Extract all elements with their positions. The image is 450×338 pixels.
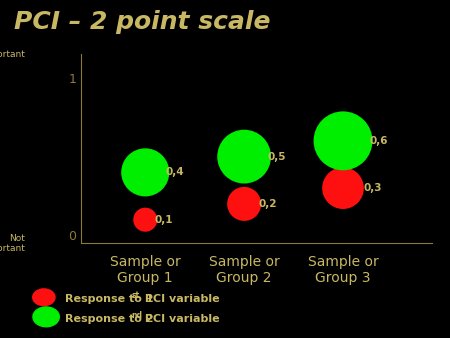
Text: Response to 2: Response to 2 — [65, 314, 154, 324]
Point — [241, 154, 248, 159]
Circle shape — [33, 289, 55, 306]
Text: Important: Important — [0, 50, 25, 58]
Circle shape — [33, 307, 59, 327]
Text: Sample or
Group 1: Sample or Group 1 — [110, 255, 180, 285]
Text: nd: nd — [132, 311, 143, 320]
Point — [339, 138, 346, 144]
Point — [339, 186, 346, 191]
Text: PCI – 2 point scale: PCI – 2 point scale — [14, 10, 270, 34]
Text: 0,5: 0,5 — [267, 152, 286, 162]
Point — [142, 217, 149, 222]
Text: Not
Important: Not Important — [0, 234, 25, 253]
Text: 0,4: 0,4 — [165, 167, 184, 177]
Text: 0,2: 0,2 — [259, 199, 278, 209]
Text: PCI variable: PCI variable — [141, 294, 220, 304]
Text: st: st — [132, 291, 140, 299]
Text: Sample or
Group 3: Sample or Group 3 — [308, 255, 378, 285]
Point — [241, 201, 248, 207]
Text: Response to 1: Response to 1 — [65, 294, 154, 304]
Text: 0,6: 0,6 — [370, 136, 388, 146]
Point — [142, 170, 149, 175]
Text: PCI variable: PCI variable — [141, 314, 220, 324]
Text: Sample or
Group 2: Sample or Group 2 — [209, 255, 279, 285]
Text: 0,3: 0,3 — [363, 183, 382, 193]
Text: 0,1: 0,1 — [155, 215, 173, 225]
